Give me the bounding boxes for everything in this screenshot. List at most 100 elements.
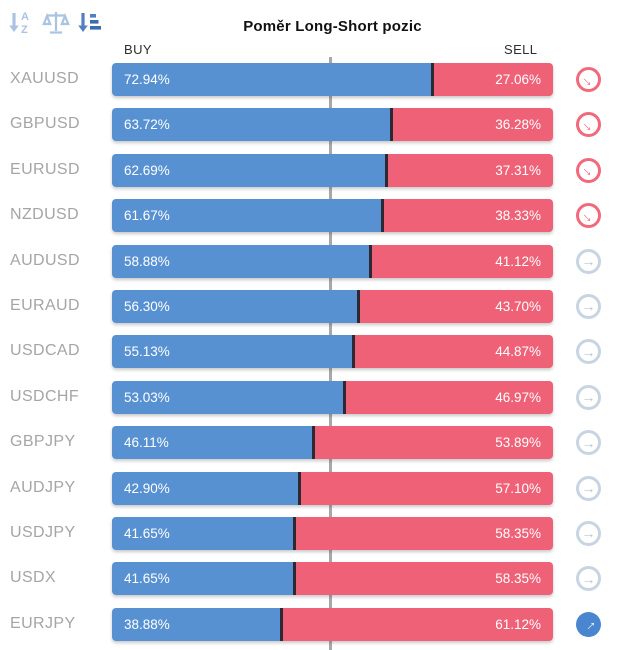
sell-percent-label: 44.87% (495, 344, 541, 360)
arrow-icon: → (581, 480, 596, 497)
sort-toolbar: A Z (8, 9, 102, 37)
arrow-icon: → (577, 613, 600, 635)
instrument-rows: XAUUSD 72.94% 27.06% → GBPUSD 63.72% 36.… (0, 58, 620, 648)
buy-percent-label: 63.72% (124, 117, 170, 133)
sell-segment: 37.31% (388, 153, 553, 187)
long-short-bar: 55.13% 44.87% (112, 335, 553, 369)
buy-percent-label: 41.65% (124, 525, 170, 541)
sell-segment: 46.97% (345, 380, 553, 414)
trend-icon[interactable]: → (576, 520, 601, 546)
trend-icon[interactable]: → (576, 293, 601, 319)
instrument-row: USDCAD 55.13% 44.87% → (0, 330, 620, 375)
trend-icon[interactable]: → (576, 384, 601, 410)
long-short-bar: 61.67% 38.33% (112, 199, 553, 233)
instrument-symbol: GBPUSD (10, 115, 80, 133)
trend-icon[interactable]: → (576, 566, 601, 592)
buy-percent-label: 53.03% (124, 389, 170, 405)
instrument-row: XAUUSD 72.94% 27.06% → (0, 58, 620, 103)
arrow-icon: → (581, 298, 596, 315)
long-short-bar: 38.88% 61.12% (112, 607, 553, 641)
buy-column-header: BUY (124, 42, 152, 57)
long-short-bar: 63.72% 36.28% (112, 108, 553, 142)
arrow-icon: → (581, 253, 596, 270)
trend-icon[interactable]: → (576, 430, 601, 456)
buy-segment: 61.67% (112, 199, 384, 233)
long-short-bar: 62.69% 37.31% (112, 153, 553, 187)
instrument-row: NZDUSD 61.67% 38.33% → (0, 194, 620, 239)
sell-percent-label: 53.89% (495, 435, 541, 451)
buy-percent-label: 61.67% (124, 208, 170, 224)
buy-segment: 42.90% (112, 471, 302, 505)
sell-percent-label: 43.70% (495, 298, 541, 314)
buy-segment: 41.65% (112, 516, 296, 550)
sell-column-header: SELL (504, 42, 538, 57)
instrument-symbol: AUDUSD (10, 251, 80, 269)
instrument-row: AUDJPY 42.90% 57.10% → (0, 467, 620, 512)
arrow-icon: → (577, 68, 600, 91)
instrument-row: EURJPY 38.88% 61.12% → (0, 603, 620, 648)
arrow-icon: → (581, 570, 596, 587)
sell-percent-label: 37.31% (495, 162, 541, 178)
arrow-icon: → (577, 114, 600, 136)
scales-icon[interactable] (42, 9, 70, 37)
sell-percent-label: 27.06% (495, 72, 541, 87)
sort-amount-icon[interactable] (76, 9, 102, 37)
trend-icon[interactable]: → (576, 157, 601, 183)
instrument-symbol: GBPJPY (10, 433, 76, 451)
trend-icon[interactable]: → (576, 475, 601, 501)
buy-percent-label: 58.88% (124, 253, 170, 269)
svg-text:Z: Z (21, 24, 28, 36)
sell-percent-label: 57.10% (495, 480, 541, 496)
sell-percent-label: 58.35% (495, 571, 541, 587)
buy-segment: 62.69% (112, 153, 389, 187)
trend-icon[interactable]: → (576, 112, 601, 138)
instrument-row: USDJPY 41.65% 58.35% → (0, 512, 620, 557)
buy-segment: 46.11% (112, 426, 316, 460)
sell-percent-label: 58.35% (495, 525, 541, 541)
buy-percent-label: 41.65% (124, 571, 170, 587)
buy-percent-label: 56.30% (124, 298, 170, 314)
long-short-bar: 46.11% 53.89% (112, 426, 553, 460)
sell-segment: 43.70% (360, 289, 553, 323)
long-short-bar: 53.03% 46.97% (112, 380, 553, 414)
instrument-symbol: NZDUSD (10, 206, 80, 224)
instrument-row: GBPUSD 63.72% 36.28% → (0, 103, 620, 148)
sell-segment: 36.28% (393, 108, 553, 142)
trend-icon[interactable]: → (576, 67, 601, 92)
sell-percent-label: 36.28% (495, 117, 541, 133)
instrument-symbol: USDJPY (10, 523, 76, 541)
trend-icon[interactable]: → (576, 339, 601, 365)
sell-segment: 53.89% (315, 426, 553, 460)
arrow-icon: → (581, 389, 596, 406)
trend-icon[interactable]: → (576, 611, 601, 637)
svg-text:A: A (21, 11, 29, 23)
buy-percent-label: 42.90% (124, 480, 170, 496)
instrument-symbol: EURJPY (10, 614, 76, 632)
instrument-row: EURAUD 56.30% 43.70% → (0, 285, 620, 330)
instrument-symbol: XAUUSD (10, 70, 80, 87)
buy-segment: 38.88% (112, 607, 284, 641)
buy-segment: 56.30% (112, 289, 361, 323)
long-short-bar: 42.90% 57.10% (112, 471, 553, 505)
sell-segment: 58.35% (295, 562, 553, 596)
instrument-symbol: USDX (10, 569, 57, 587)
sell-percent-label: 46.97% (495, 389, 541, 405)
buy-segment: 55.13% (112, 335, 356, 369)
trend-icon[interactable]: → (576, 248, 601, 274)
instrument-row: EURUSD 62.69% 37.31% → (0, 149, 620, 194)
instrument-symbol: EURAUD (10, 296, 80, 314)
buy-percent-label: 62.69% (124, 162, 170, 178)
buy-percent-label: 72.94% (124, 72, 170, 87)
trend-icon[interactable]: → (576, 203, 601, 229)
buy-percent-label: 55.13% (124, 344, 170, 360)
sell-segment: 27.06% (433, 63, 553, 96)
instrument-row: USDCHF 53.03% 46.97% → (0, 376, 620, 421)
sort-alphabetical-icon[interactable]: A Z (8, 9, 34, 37)
long-short-bar: 56.30% 43.70% (112, 289, 553, 323)
instrument-symbol: AUDJPY (10, 478, 76, 496)
sell-segment: 58.35% (295, 516, 553, 550)
sell-segment: 61.12% (283, 607, 553, 641)
arrow-icon: → (581, 343, 596, 360)
page-title: Poměr Long-Short pozic (243, 18, 422, 35)
instrument-row: GBPJPY 46.11% 53.89% → (0, 421, 620, 466)
